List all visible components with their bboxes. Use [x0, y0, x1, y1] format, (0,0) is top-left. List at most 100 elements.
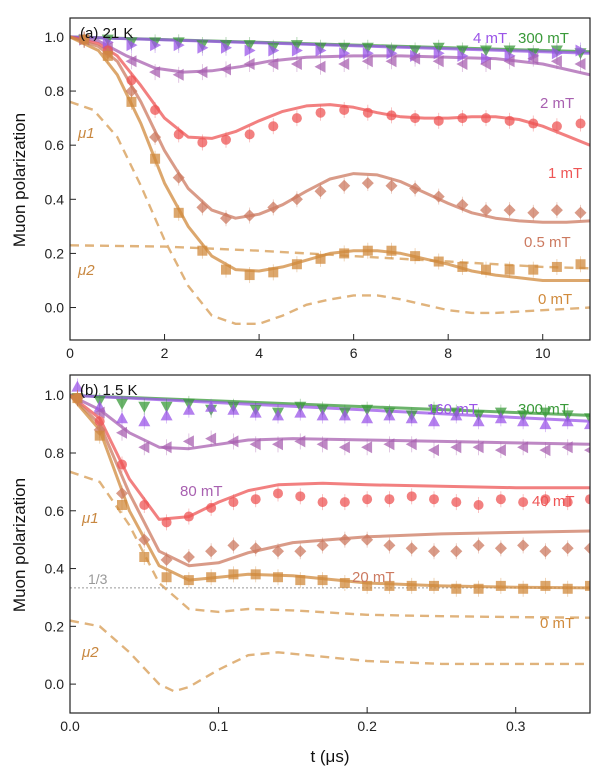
panel-a-components: [70, 100, 590, 325]
point-160mT: [272, 409, 284, 421]
x-tick-label: 6: [350, 345, 358, 361]
y-tick-label: 0.2: [45, 618, 65, 634]
point-300mT: [116, 398, 128, 410]
point-4mT: [386, 47, 398, 60]
point-160mT: [450, 409, 463, 421]
point-160mT: [138, 415, 151, 427]
panel-a-mu2-label: μ2: [77, 262, 95, 279]
y-tick-label: 0.6: [45, 503, 65, 519]
point-0mT: [495, 580, 506, 591]
panel-a-ylabel: Muon polarization: [10, 113, 29, 247]
point-0mT: [429, 580, 439, 591]
point-300mT: [456, 45, 469, 57]
point-0mT: [362, 580, 373, 591]
point-0.5mT: [220, 212, 232, 225]
panel-b-label-300mT: 300 mT: [518, 401, 569, 418]
point-0mT: [72, 393, 83, 404]
point-20mT: [338, 533, 351, 546]
component-curve-1: [70, 470, 590, 619]
point-20mT: [405, 542, 418, 555]
y-tick-label: 0.6: [45, 137, 65, 153]
point-80mT: [249, 438, 261, 451]
point-0mT: [317, 575, 328, 586]
one-third-label: 1/3: [88, 571, 108, 587]
point-300mT: [243, 40, 256, 52]
point-0mT: [504, 264, 515, 275]
point-80mT: [561, 441, 573, 454]
y-tick-label: 1.0: [45, 387, 65, 403]
point-160mT: [249, 406, 262, 418]
point-2mT: [361, 55, 373, 68]
point-40mT: [540, 494, 551, 505]
point-0.5mT: [149, 131, 162, 144]
point-160mT: [205, 400, 218, 412]
point-80mT: [383, 438, 395, 451]
point-80mT: [539, 444, 551, 457]
point-0mT: [457, 261, 468, 272]
point-80mT: [294, 435, 306, 448]
point-160mT: [361, 412, 374, 424]
point-40mT: [339, 497, 350, 508]
panel-a-mu1-label: μ1: [77, 125, 95, 142]
point-1mT: [386, 110, 397, 121]
fit-curve-160mT: [70, 393, 590, 423]
point-300mT: [160, 401, 173, 413]
point-0.5mT: [361, 177, 374, 190]
x-tick-label: 10: [535, 345, 551, 361]
point-1mT: [173, 129, 184, 140]
point-2mT: [172, 68, 184, 81]
panel-b-data-points: [71, 378, 590, 597]
point-40mT: [139, 500, 150, 510]
point-2mT: [432, 55, 444, 68]
point-4mT: [244, 44, 256, 57]
point-1mT: [315, 107, 326, 118]
point-40mT: [384, 494, 395, 505]
point-4mT: [362, 47, 374, 60]
point-2mT: [290, 58, 302, 70]
point-20mT: [361, 533, 374, 546]
point-4mT: [433, 47, 445, 60]
x-tick-label: 2: [161, 345, 169, 361]
point-80mT: [338, 441, 350, 454]
point-0.5mT: [314, 185, 327, 198]
point-1mT: [150, 105, 161, 115]
point-40mT: [495, 494, 506, 505]
point-20mT: [517, 539, 530, 552]
component-curve-1: [70, 100, 590, 325]
point-80mT: [361, 441, 373, 454]
point-0mT: [183, 575, 194, 586]
point-40mT: [585, 494, 590, 505]
point-40mT: [295, 491, 306, 502]
point-0mT: [384, 580, 395, 591]
point-20mT: [428, 545, 440, 558]
panel-b-mu2-label: μ2: [81, 644, 99, 661]
point-2mT: [503, 55, 515, 68]
point-80mT: [160, 441, 172, 454]
point-80mT: [227, 435, 239, 448]
point-1mT: [551, 121, 562, 132]
point-40mT: [406, 491, 417, 502]
panel-a-data-points: [78, 31, 587, 284]
x-tick-label: 0.2: [357, 718, 377, 734]
point-80mT: [494, 444, 506, 457]
point-2mT: [527, 52, 539, 65]
component-curve-2: [70, 619, 590, 693]
point-2mT: [314, 60, 326, 73]
x-tick-label: 0.3: [506, 718, 526, 734]
point-0.5mT: [550, 204, 563, 217]
point-40mT: [562, 497, 573, 508]
point-0mT: [315, 253, 326, 264]
point-160mT: [71, 380, 84, 392]
point-80mT: [472, 441, 484, 454]
point-0mT: [206, 572, 217, 583]
panel-a-label-1mT: 1 mT: [548, 165, 582, 182]
panel-b-ylabel: Muon polarization: [10, 478, 29, 612]
point-300mT: [290, 40, 303, 52]
point-0mT: [406, 580, 417, 591]
point-1mT: [339, 105, 350, 115]
point-160mT: [227, 403, 240, 415]
point-40mT: [473, 500, 484, 510]
point-0.5mT: [432, 190, 445, 203]
point-0mT: [228, 569, 239, 580]
point-0mT: [518, 583, 529, 594]
